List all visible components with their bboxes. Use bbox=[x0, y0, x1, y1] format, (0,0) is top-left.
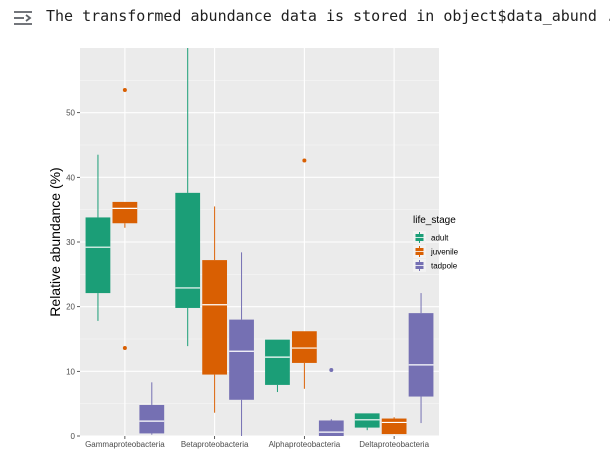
y-tick-label: 20 bbox=[66, 303, 75, 312]
legend: life_stage adult juvenile tadpole bbox=[413, 215, 459, 272]
box-juvenile bbox=[381, 418, 407, 435]
box-tadpole bbox=[139, 404, 165, 434]
legend-label: adult bbox=[431, 234, 449, 243]
legend-label: juvenile bbox=[430, 248, 459, 257]
chart-svg: 0 10 20 30 40 50 Gammaproteobacteria Betaprote… bbox=[47, 48, 459, 449]
box-tadpole bbox=[318, 420, 344, 436]
y-tick-label: 0 bbox=[71, 432, 76, 441]
x-tick-label: Betaproteobacteria bbox=[181, 440, 249, 449]
box-layer bbox=[85, 48, 434, 436]
x-tick-label: Alphaproteobacteria bbox=[269, 440, 341, 449]
box-tadpole bbox=[408, 313, 434, 397]
box-adult bbox=[175, 192, 201, 308]
outlier-point bbox=[122, 88, 127, 93]
legend-label: tadpole bbox=[431, 262, 458, 271]
box-juvenile bbox=[112, 201, 138, 224]
outlier-point bbox=[329, 368, 334, 373]
x-tick-label: Gammaproteobacteria bbox=[85, 440, 165, 449]
legend-title: life_stage bbox=[413, 215, 456, 226]
output-message: The transformed abundance data is stored… bbox=[46, 7, 610, 25]
box-adult bbox=[354, 413, 380, 428]
box-adult bbox=[265, 339, 290, 385]
output-toggle-icon[interactable] bbox=[12, 9, 34, 27]
grid-lines bbox=[80, 48, 439, 437]
box-adult bbox=[85, 217, 111, 294]
y-tick-label: 40 bbox=[66, 173, 75, 182]
x-axis: Gammaproteobacteria Betaproteobacteria Alp… bbox=[85, 436, 430, 449]
box-juvenile bbox=[291, 331, 317, 363]
y-axis: 0 10 20 30 40 50 bbox=[66, 109, 80, 441]
cell-output-bar: The transformed abundance data is stored… bbox=[0, 0, 610, 36]
y-axis-label: Relative abundance (%) bbox=[47, 167, 63, 316]
x-tick-label: Deltaproteobacteria bbox=[359, 440, 429, 449]
y-tick-label: 10 bbox=[66, 367, 75, 376]
box-tadpole bbox=[229, 319, 254, 400]
boxplot-chart: 0 10 20 30 40 50 Gammaproteobacteria Betaprote… bbox=[40, 40, 600, 460]
y-tick-label: 30 bbox=[66, 238, 75, 247]
y-tick-label: 50 bbox=[66, 109, 75, 118]
box-juvenile bbox=[202, 260, 228, 375]
outlier-point bbox=[302, 158, 307, 163]
outlier-point bbox=[122, 346, 127, 351]
